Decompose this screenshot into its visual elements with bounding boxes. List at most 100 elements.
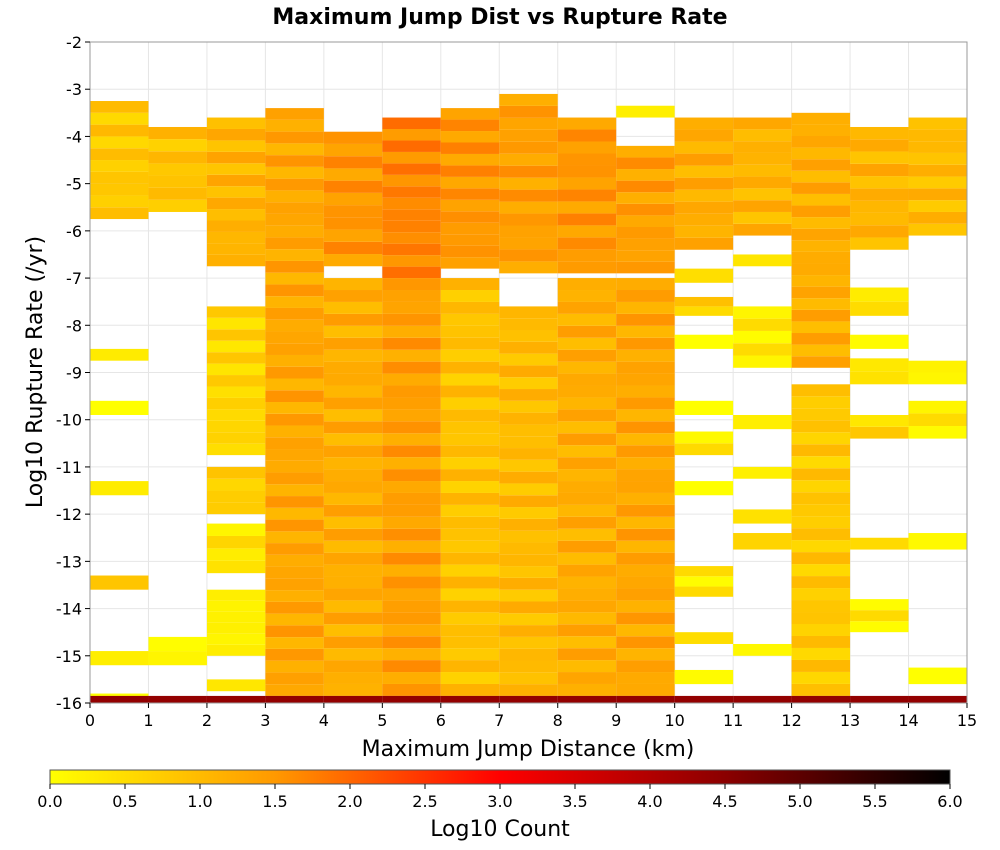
heatmap-cell: [791, 444, 851, 457]
heatmap-cell: [265, 131, 324, 144]
heatmap-cell: [206, 375, 266, 387]
heatmap-cell: [90, 171, 149, 184]
heatmap-cell: [791, 576, 851, 589]
heatmap-cell: [382, 648, 441, 661]
heatmap-cell: [265, 202, 324, 214]
heatmap-cell: [850, 621, 909, 633]
heatmap-cell: [791, 124, 851, 136]
heatmap-cell: [323, 143, 383, 157]
heatmap-cell: [850, 151, 909, 164]
heatmap-cell: [616, 105, 675, 118]
heatmap-cell: [499, 330, 558, 342]
heatmap-cell: [440, 153, 500, 166]
heatmap-cell: [323, 683, 383, 696]
heatmap-cell: [733, 211, 792, 224]
heatmap-cell: [323, 409, 383, 422]
heatmap-cell: [440, 695, 500, 703]
heatmap-cell: [382, 540, 441, 553]
heatmap-cell: [791, 112, 851, 125]
colorbar-tick-label: 2.5: [412, 792, 437, 811]
heatmap-cell: [791, 193, 851, 206]
heatmap-cell: [90, 148, 149, 161]
heatmap-cell: [382, 516, 441, 529]
heatmap-cell: [499, 141, 558, 154]
heatmap-cell: [557, 540, 617, 553]
colorbar-tick-label: 1.5: [262, 792, 287, 811]
heatmap-cell: [674, 237, 734, 250]
heatmap-cell: [557, 189, 617, 202]
heatmap-cell: [674, 117, 734, 130]
heatmap-cell: [791, 635, 851, 648]
heatmap-cell: [908, 117, 967, 130]
heatmap-cell: [791, 396, 851, 409]
heatmap-cell: [908, 360, 967, 373]
colorbar-tick-label: 5.0: [787, 792, 812, 811]
heatmap-cell: [557, 672, 617, 684]
heatmap-cell: [499, 436, 558, 449]
heatmap-cell: [791, 516, 851, 529]
heatmap-cell: [265, 272, 324, 285]
heatmap-cell: [323, 528, 383, 541]
heatmap-cell: [440, 245, 500, 258]
heatmap-cell: [382, 337, 441, 350]
heatmap-cell: [791, 540, 851, 553]
heatmap-cell: [499, 448, 558, 460]
heatmap-cell: [323, 457, 383, 470]
heatmap-cell: [733, 176, 792, 189]
heatmap-cell: [323, 397, 383, 410]
heatmap-cell: [265, 249, 324, 261]
heatmap-cell: [616, 313, 675, 326]
heatmap-cell: [616, 385, 675, 398]
heatmap-cell: [499, 177, 558, 190]
heatmap-cell: [557, 278, 617, 291]
y-tick-label: -9: [66, 364, 82, 383]
heatmap-cell: [557, 290, 617, 302]
x-tick-label: 6: [436, 711, 446, 730]
heatmap-cell: [499, 400, 558, 413]
heatmap-cell: [440, 222, 500, 235]
heatmap-cell: [557, 249, 617, 262]
y-tick-label: -5: [66, 175, 82, 194]
heatmap-cell: [265, 484, 324, 497]
heatmap-cell: [557, 201, 617, 214]
heatmap-cell: [557, 409, 617, 422]
colorbar-label: Log10 Count: [430, 817, 570, 842]
colorbar-tick-label: 3.5: [562, 792, 587, 811]
heatmap-cell: [557, 588, 617, 601]
heatmap-cell: [206, 340, 266, 353]
heatmap-cell: [323, 217, 383, 230]
heatmap-cell: [90, 160, 149, 172]
heatmap-cell: [440, 301, 500, 314]
heatmap-cell: [791, 408, 851, 421]
heatmap-cell: [382, 255, 441, 267]
heatmap-cell: [850, 287, 909, 302]
heatmap-cell: [323, 576, 383, 589]
heatmap-cell: [382, 220, 441, 233]
heatmap-cell: [791, 659, 851, 672]
heatmap-cell: [265, 425, 324, 438]
heatmap-cell: [90, 207, 149, 220]
heatmap-cell: [323, 636, 383, 649]
heatmap-cell: [440, 313, 500, 326]
heatmap-cell: [382, 313, 441, 326]
heatmap-cell: [557, 648, 617, 661]
heatmap-cell: [206, 523, 266, 536]
heatmap-cell: [674, 632, 734, 644]
heatmap-cell: [733, 223, 792, 236]
heatmap-cell: [206, 644, 266, 656]
heatmap-cell: [557, 385, 617, 398]
heatmap-cell: [440, 131, 500, 143]
heatmap-cell: [323, 445, 383, 458]
heatmap-cell: [557, 373, 617, 386]
heatmap-cell: [908, 211, 967, 224]
heatmap-cell: [382, 564, 441, 577]
heatmap-cell: [90, 400, 149, 415]
heatmap-cell: [791, 147, 851, 160]
heatmap-cell: [440, 612, 500, 625]
heatmap-cell: [499, 577, 558, 590]
heatmap-cell: [616, 445, 675, 458]
heatmap-cell: [90, 695, 149, 703]
x-tick-label: 5: [377, 711, 387, 730]
heatmap-cell: [323, 168, 383, 181]
heatmap-cell: [850, 126, 909, 140]
